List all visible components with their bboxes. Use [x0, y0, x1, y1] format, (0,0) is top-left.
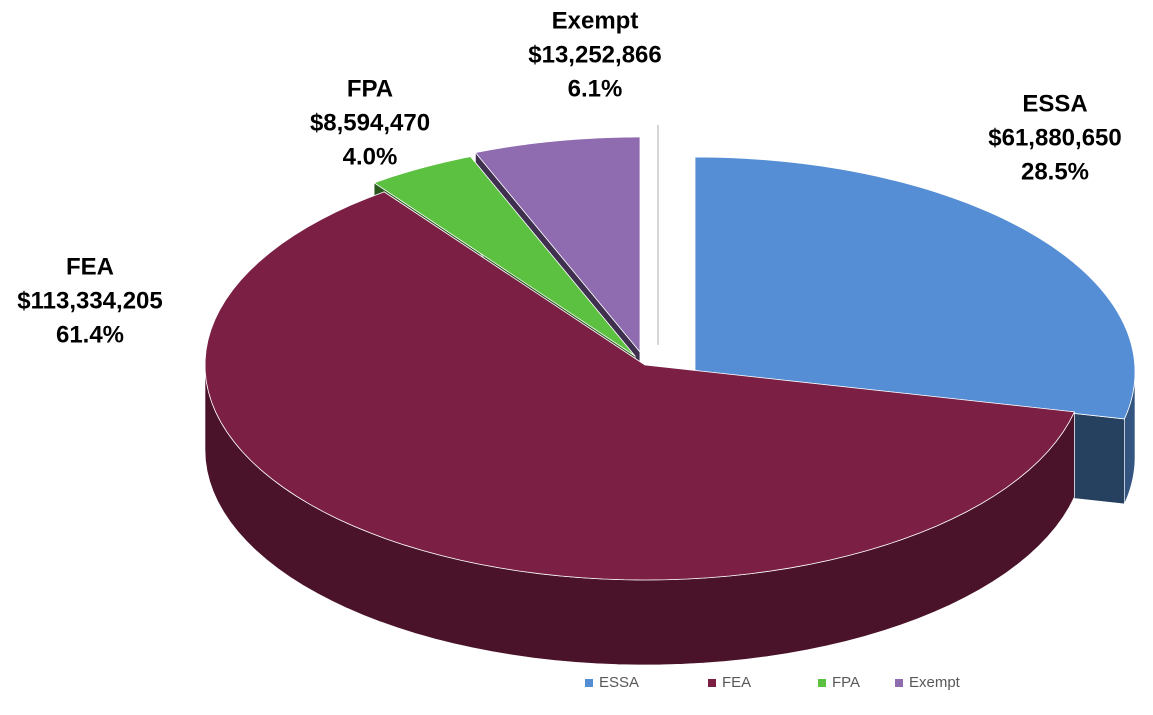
label-amount: $13,252,866 [528, 41, 661, 68]
label-percent: 61.4% [56, 321, 124, 348]
slice-top [373, 156, 636, 357]
label-amount: $8,594,470 [310, 109, 430, 136]
label-category: ESSA [1022, 90, 1087, 117]
legend-swatch [585, 679, 593, 687]
legend-label: FPA [832, 674, 860, 691]
label-percent: 28.5% [1021, 158, 1089, 185]
label-category: FEA [66, 253, 114, 280]
label-percent: 4.0% [343, 143, 398, 170]
label-percent: 6.1% [568, 75, 623, 102]
legend-label: Exempt [909, 674, 961, 691]
slice-top [204, 191, 1076, 581]
legend-swatch [708, 679, 716, 687]
legend-label: ESSA [599, 674, 639, 691]
legend-label: FEA [722, 674, 751, 691]
slice-top [474, 136, 641, 354]
slice-top [694, 156, 1136, 420]
legend-swatch [895, 679, 903, 687]
label-category: Exempt [552, 7, 639, 34]
slice [204, 191, 1076, 666]
label-amount: $113,334,205 [17, 287, 163, 314]
label-amount: $61,880,650 [988, 124, 1121, 151]
label-category: FPA [347, 75, 393, 102]
legend-swatch [818, 679, 826, 687]
